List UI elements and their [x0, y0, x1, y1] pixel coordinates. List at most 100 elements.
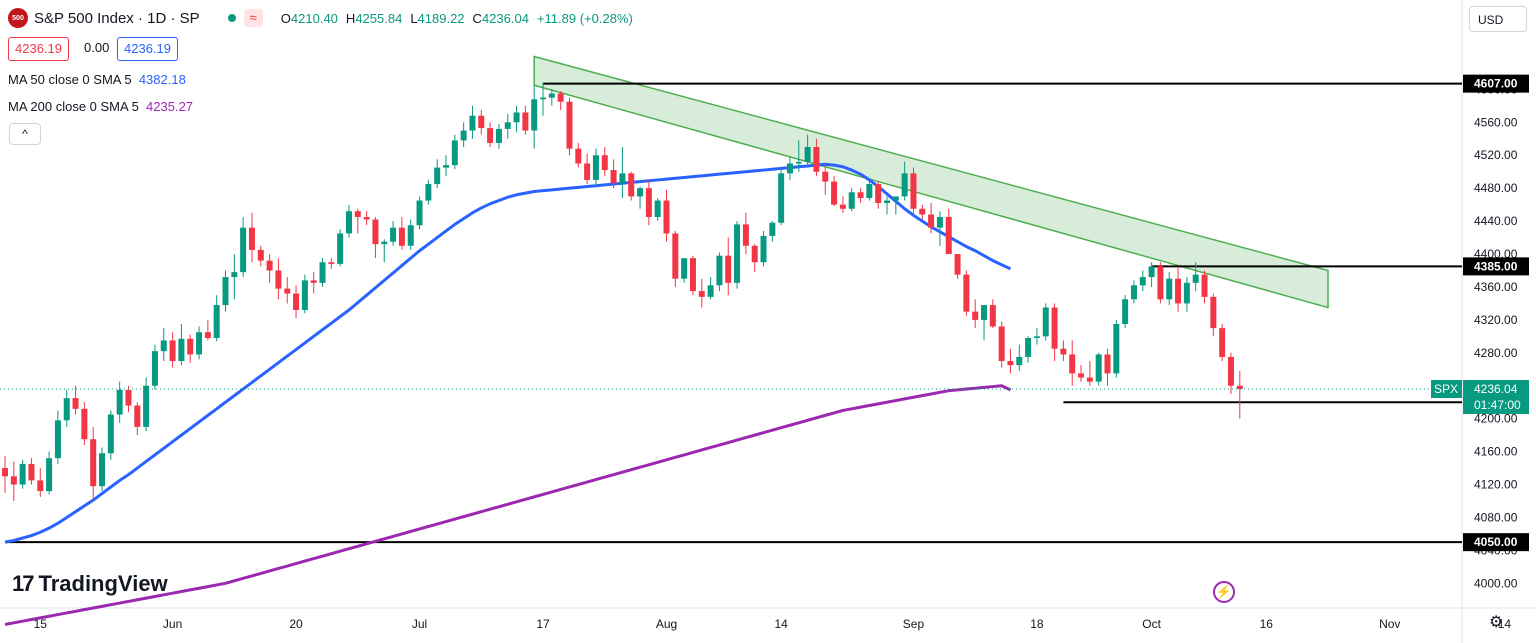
gear-icon[interactable]: ⚙ — [1489, 614, 1504, 631]
candle-body — [892, 196, 899, 201]
candle-body — [716, 255, 723, 286]
candle-body — [936, 216, 943, 228]
candle-body — [663, 200, 670, 234]
y-tick-label: 4560.00 — [1474, 115, 1518, 129]
currency-select[interactable]: USD — [1469, 6, 1527, 32]
lightning-icon[interactable]: ⚡ — [1213, 581, 1235, 603]
candle-body — [786, 163, 793, 174]
tradingview-wordmark: TradingView — [38, 571, 168, 596]
buy-price-button[interactable]: 4236.19 — [117, 37, 178, 61]
candle-body — [813, 147, 820, 172]
x-tick-label: Nov — [1379, 617, 1400, 631]
candle-body — [151, 351, 158, 386]
candle-body — [434, 167, 441, 185]
candle-body — [478, 115, 485, 129]
candle-body — [619, 173, 626, 184]
wave-icon[interactable]: ≈ — [243, 9, 263, 27]
candle-body — [310, 280, 317, 283]
symbol-title[interactable]: S&P 500 Index · 1D · SP — [34, 9, 200, 27]
candle-body — [425, 184, 432, 201]
candle-body — [196, 332, 203, 355]
candle-body — [1148, 266, 1155, 278]
candle-body — [46, 458, 53, 492]
sell-price-button[interactable]: 4236.19 — [8, 37, 69, 61]
symbol-logo: 500 — [8, 8, 28, 28]
candle-body — [689, 258, 696, 292]
level-price-tag — [1463, 74, 1529, 93]
candle-body — [460, 130, 467, 141]
candle-body — [945, 216, 952, 255]
candle-body — [566, 101, 573, 149]
x-tick-label: 14 — [774, 617, 788, 631]
candle-body — [301, 280, 308, 311]
ohlc-open: O4210.40 — [280, 10, 338, 26]
x-tick-label: Oct — [1142, 617, 1161, 631]
candle-body — [954, 254, 961, 275]
candle-body — [601, 155, 608, 171]
candle-body — [1078, 373, 1085, 378]
candle-body — [513, 112, 520, 123]
last-price-tag — [1463, 379, 1529, 414]
candle-body — [875, 184, 882, 203]
candle-body — [795, 161, 802, 164]
candle-body — [998, 326, 1005, 362]
candle-body — [328, 262, 335, 264]
x-tick-label: Sep — [903, 617, 925, 631]
level-price-label: 4050.00 — [1474, 535, 1518, 549]
candle-body — [584, 163, 591, 180]
ohlc-low: L4189.22 — [410, 10, 465, 26]
candle-body — [522, 112, 529, 131]
candle-body — [919, 208, 926, 215]
candle-body — [248, 227, 255, 250]
candle-body — [178, 338, 185, 362]
candle-body — [734, 224, 741, 283]
candle-body — [487, 128, 494, 143]
candle-body — [760, 235, 767, 263]
candle-body — [337, 233, 344, 264]
candle-body — [266, 260, 273, 271]
candle-body — [1086, 377, 1093, 382]
candle-body — [1042, 307, 1049, 337]
candle-body — [416, 200, 423, 226]
market-status-dot — [227, 14, 236, 22]
candle-body — [319, 262, 326, 283]
ma200-legend[interactable]: MA 200 close 0 SMA 5 4235.27 — [8, 99, 194, 114]
chart-header: 500 S&P 500 Index · 1D · SP ≈ O4210.40 H… — [8, 6, 633, 30]
ma50-legend[interactable]: MA 50 close 0 SMA 5 4382.18 — [8, 72, 186, 87]
candle-body — [672, 233, 679, 279]
countdown-label: 01:47:00 — [1474, 398, 1521, 412]
candle-body — [1095, 354, 1102, 382]
candle-body — [407, 225, 414, 246]
candle-body — [769, 222, 776, 236]
spread-value: 0.00 — [84, 40, 110, 55]
candle-body — [1033, 336, 1040, 338]
candle-body — [778, 173, 785, 223]
candle-body — [160, 340, 167, 352]
candle-body — [637, 188, 644, 197]
candle-body — [187, 338, 194, 355]
candle-body — [1016, 356, 1023, 366]
candle-body — [725, 255, 732, 283]
candle-body — [1139, 277, 1146, 286]
symbol-tag — [1431, 379, 1462, 398]
chevron-up-icon: ^ — [22, 127, 28, 141]
candle-body — [504, 122, 511, 129]
x-tick-label: 17 — [536, 617, 550, 631]
downtrend-channel — [533, 55, 1329, 309]
symbol-tag-label: SPX — [1434, 382, 1458, 396]
candle-body — [1104, 354, 1111, 374]
level-price-tag — [1463, 257, 1529, 276]
candle-body — [628, 173, 635, 197]
candle-body — [204, 332, 211, 338]
candle-body — [169, 340, 176, 362]
candle-body — [575, 148, 582, 164]
candle-body — [1157, 266, 1164, 300]
candle-body — [681, 258, 688, 279]
ma50-line — [4, 162, 1012, 544]
collapse-legend-button[interactable]: ^ — [9, 123, 41, 145]
x-tick-label: Jul — [412, 617, 427, 631]
candle-body — [99, 453, 106, 487]
y-tick-label: 4480.00 — [1474, 181, 1518, 195]
candle-body — [293, 293, 300, 311]
